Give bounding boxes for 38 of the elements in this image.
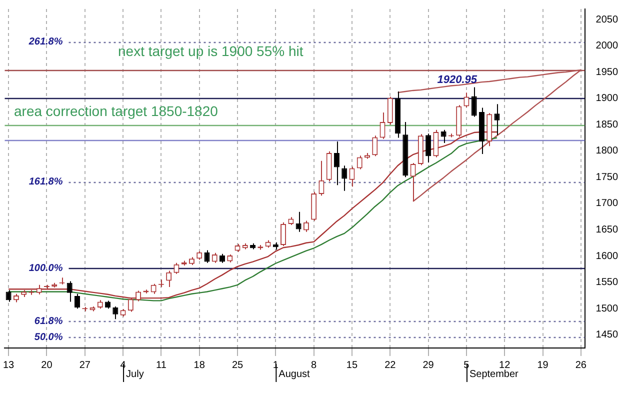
x-tick-label: 27 <box>79 360 91 371</box>
annotation: 100.0% <box>28 262 63 274</box>
x-tick-label: 12 <box>499 360 511 371</box>
x-tick-label: 20 <box>41 360 53 371</box>
annotation: 161.8% <box>28 176 63 188</box>
text: September <box>469 368 520 380</box>
text: August <box>278 368 310 380</box>
y-tick-label: 1550 <box>596 277 618 288</box>
x-tick-label: 5 <box>464 360 470 371</box>
y-tick-label: 1450 <box>596 330 618 341</box>
annotation: area correction target 1850-1820 <box>14 102 218 119</box>
annotation: next target up is 1900 55% hit <box>118 42 304 59</box>
annotation: 1920.95 <box>437 74 478 86</box>
y-tick-label: 1800 <box>596 146 618 157</box>
y-tick-label: 1700 <box>596 198 618 210</box>
y-tick-label: 2000 <box>596 40 618 52</box>
x-tick-label: 25 <box>232 360 244 371</box>
text: July <box>126 368 144 380</box>
y-tick-label: 1750 <box>596 172 618 183</box>
x-tick-label: 13 <box>3 360 15 371</box>
y-tick-label: 1650 <box>596 224 618 236</box>
annotation: 61.8% <box>34 316 63 327</box>
annotation: 50.0% <box>34 332 63 344</box>
x-tick-label: 19 <box>537 360 549 371</box>
y-tick-label: 1600 <box>596 250 618 262</box>
x-tick-label: 22 <box>384 360 396 371</box>
x-tick-label: 29 <box>422 360 434 371</box>
x-tick-label: 26 <box>575 360 587 371</box>
annotation: 261.8% <box>28 36 63 48</box>
y-tick-label: 1850 <box>596 119 618 130</box>
x-tick-label: 8 <box>311 360 318 371</box>
x-tick-label: 11 <box>156 360 167 371</box>
x-tick-label: 15 <box>346 360 358 371</box>
y-tick-label: 1900 <box>596 93 618 104</box>
x-tick-label: 18 <box>194 360 206 371</box>
y-tick-label: 2050 <box>596 14 618 26</box>
y-tick-label: 1500 <box>596 303 618 314</box>
y-tick-label: 1950 <box>596 66 618 78</box>
